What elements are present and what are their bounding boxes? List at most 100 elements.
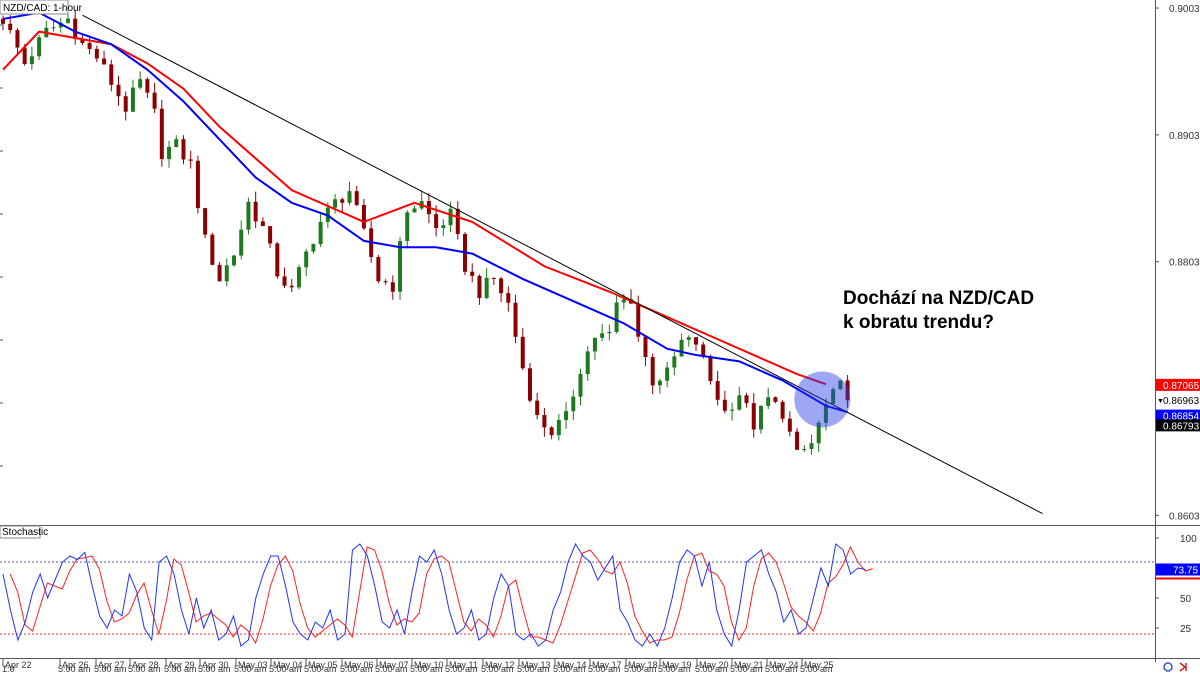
candle-body [347,191,352,203]
candle-body [275,243,280,277]
candle-body [787,418,792,432]
candle-body [751,403,756,430]
candle-body [773,397,778,402]
time-label: 5:00 am [765,664,798,674]
time-label: 5:00 am [553,664,586,674]
price-label: 0.86854 [1163,412,1200,423]
candle-body [296,267,301,288]
time-label: 5:00 am [198,664,231,674]
price-label: 0.86793 [1163,421,1200,432]
candle-body [441,225,446,229]
candle-body [282,276,287,286]
candle-body [174,139,179,148]
scroll-end-icon [1179,662,1187,672]
date-label: May 20 [699,660,729,670]
candle-body [823,403,828,423]
candle-body [130,87,135,112]
candle-body [224,265,229,282]
candle-body [94,48,99,59]
candle-body [15,30,20,48]
candle-body [455,208,460,234]
candle-body [838,380,843,390]
stochastic-tick-label: 25 [1180,624,1192,635]
candle-body [232,255,236,266]
candle-body [722,399,727,411]
candle-body [744,395,749,404]
date-label: Apr 28 [132,660,159,670]
date-label: May 06 [344,660,374,670]
candle-body [405,212,410,241]
candle-body [210,234,215,265]
price-tick-label: 0.89036 [1169,131,1200,142]
candle-body [390,282,395,292]
candle-body [87,42,92,49]
candle-body [585,351,590,375]
candle-body [398,240,403,292]
candle-body [701,344,706,357]
candle-body [289,285,294,288]
candle-body [80,38,85,43]
price-label-box [1156,378,1200,391]
date-label: May 10 [414,660,444,670]
candle-body [311,244,316,252]
candle-body [845,380,850,401]
price-label-box [1156,419,1200,432]
candle-body [354,191,359,205]
time-label: 5:00 am [269,664,302,674]
stochastic-title: Stochastic [2,527,48,538]
candle-body [715,381,720,400]
candle-body [657,380,662,386]
stochastic-k-line [2,542,866,648]
price-label: 0.87065 [1163,381,1200,392]
candle-body [470,271,475,276]
candle-body [564,411,569,420]
candle-body [246,201,251,230]
candle-body [636,303,641,337]
candle-body [600,333,605,338]
candle-body [816,422,821,444]
time-label: 5:00 am [340,664,373,674]
candle-body [123,96,128,112]
candle-body [412,208,417,213]
time-label: 5:00 am [128,664,161,674]
candle-body [499,278,504,294]
sma-red-line [2,30,827,386]
candle-body [138,79,143,88]
date-label: Apr 26 [62,660,89,670]
candle-body [260,221,265,227]
current-price-marker: ▼ [1157,398,1164,405]
time-label: 5:00 am [164,664,197,674]
stochastic-value-box [1156,563,1200,576]
price-label-box [1156,409,1200,422]
candle-body [37,37,42,57]
candle-body [188,159,193,161]
candle-body [268,226,273,244]
date-label: Apr 29 [168,660,195,670]
candle-body [672,356,677,368]
candle-body [145,79,150,93]
candle-body [578,374,583,397]
price-tick-label: 0.88036 [1169,258,1200,269]
candle-body [8,23,13,31]
candle-body [304,251,309,268]
date-label: May 12 [485,660,515,670]
date-label: May 05 [308,660,338,670]
date-label: May 07 [379,660,409,670]
candle-body [448,208,453,226]
date-label: May 03 [238,660,268,670]
chart-annotation: Dochází na NZD/CAD k obratu trendu? [843,288,1035,333]
candle-body [506,293,511,303]
candle-body [650,356,655,386]
date-label: May 11 [449,660,478,670]
candle-body [333,199,338,208]
time-label: 5:00 am [517,664,550,674]
stochastic-title-box [0,525,41,539]
date-label: Apr 30 [202,660,229,670]
candle-body [535,400,540,415]
date-label: May 17 [592,660,622,670]
time-label: 5:00 am [234,664,267,674]
candle-body [592,337,597,352]
chart-title: NZD/CAD: 1-hour [3,3,83,14]
candle-body [809,443,814,450]
